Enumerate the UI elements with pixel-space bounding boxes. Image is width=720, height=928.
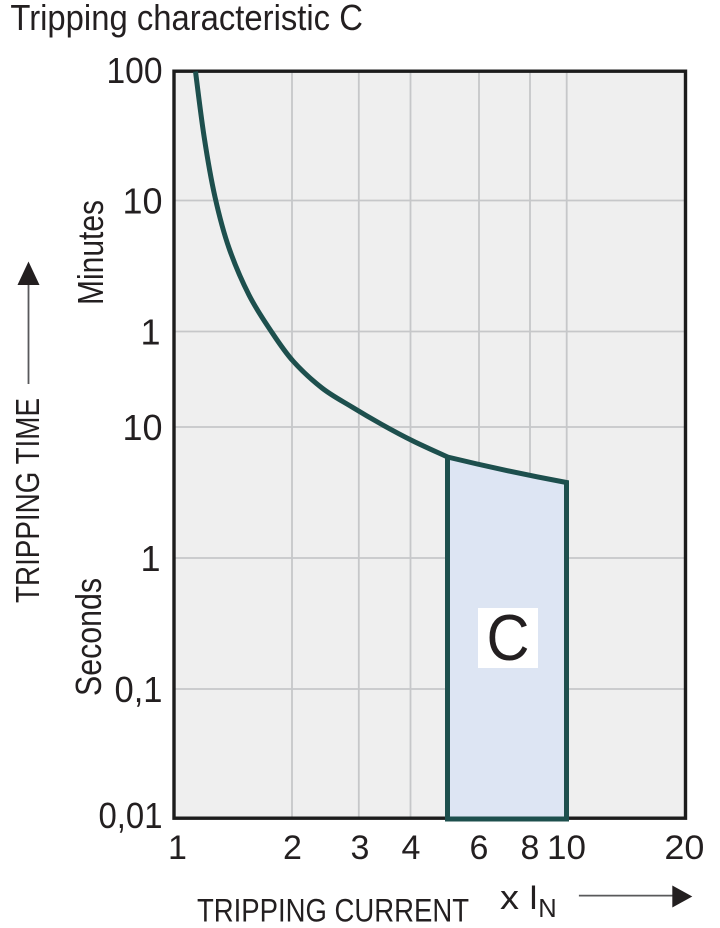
svg-text:3: 3 — [351, 829, 370, 867]
svg-text:10: 10 — [547, 829, 586, 867]
svg-text:N: N — [538, 895, 556, 923]
svg-text:C: C — [487, 601, 530, 674]
svg-text:1: 1 — [168, 829, 187, 867]
svg-text:1: 1 — [140, 312, 160, 353]
svg-text:1: 1 — [140, 538, 160, 579]
svg-text:4: 4 — [402, 829, 421, 867]
svg-text:0,01: 0,01 — [99, 795, 163, 836]
svg-text:8: 8 — [521, 829, 540, 867]
svg-text:10: 10 — [123, 407, 163, 448]
svg-text:x: x — [500, 879, 519, 917]
svg-text:20: 20 — [664, 829, 704, 867]
svg-text:TRIPPING CURRENT: TRIPPING CURRENT — [197, 892, 469, 928]
svg-text:Seconds: Seconds — [68, 578, 109, 696]
svg-text:100: 100 — [107, 50, 163, 91]
svg-text:2: 2 — [283, 829, 302, 867]
svg-text:Minutes: Minutes — [70, 200, 111, 305]
svg-text:TRIPPING TIME: TRIPPING TIME — [9, 398, 46, 603]
svg-text:I: I — [529, 879, 538, 917]
svg-text:0,1: 0,1 — [115, 669, 163, 710]
svg-text:Tripping characteristic C: Tripping characteristic C — [10, 0, 363, 38]
svg-text:6: 6 — [470, 829, 489, 867]
svg-text:10: 10 — [123, 181, 163, 222]
